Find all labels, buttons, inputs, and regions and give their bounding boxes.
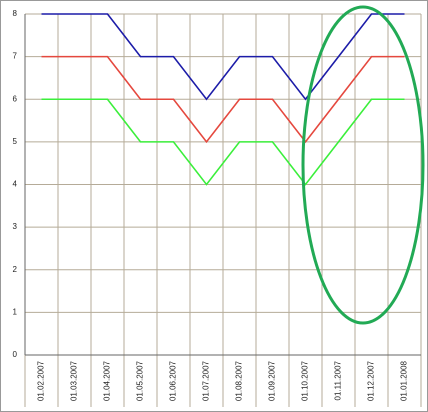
y-tick-label: 5 (13, 137, 18, 146)
x-tick-label: 01.05.2007 (136, 360, 145, 401)
y-tick-label: 4 (13, 180, 18, 189)
highlight-ellipse (301, 5, 425, 325)
x-tick-label: 01.09.2007 (268, 360, 277, 401)
x-tick-label: 01.12.2007 (367, 360, 376, 401)
x-tick-label: 01.03.2007 (70, 360, 79, 401)
x-tick-label: 01.01.2008 (400, 360, 409, 401)
y-tick-label: 2 (13, 265, 18, 274)
y-tick-label: 0 (13, 350, 18, 359)
x-tick-label: 01.04.2007 (103, 360, 112, 401)
y-tick-label: 7 (13, 52, 18, 61)
y-tick-label: 8 (13, 9, 18, 18)
x-tick-label: 01.08.2007 (235, 360, 244, 401)
x-tick-label: 01.02.2007 (37, 360, 46, 401)
y-tick-label: 3 (13, 222, 18, 231)
y-tick-label: 1 (13, 307, 18, 316)
series-line (41, 98, 405, 186)
x-tick-label: 01.07.2007 (202, 360, 211, 401)
y-tick-label: 6 (13, 94, 18, 103)
series-line (41, 55, 405, 144)
x-tick-label: 01.11.2007 (334, 360, 343, 400)
x-tick-label: 01.06.2007 (169, 360, 178, 401)
series-line (41, 13, 405, 101)
x-tick-label: 01.10.2007 (301, 360, 310, 401)
